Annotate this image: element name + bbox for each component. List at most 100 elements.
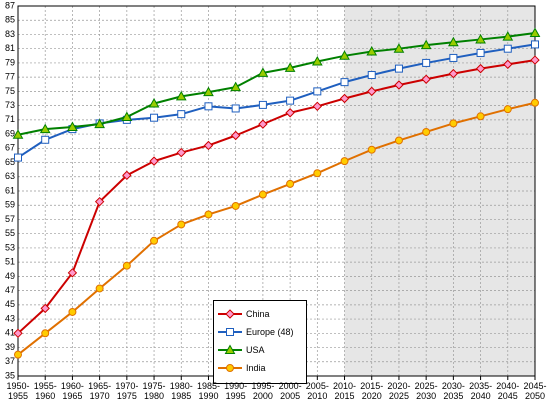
series bbox=[12, 27, 541, 139]
marker bbox=[224, 344, 236, 354]
marker bbox=[177, 110, 186, 119]
y-tick-label: 67 bbox=[5, 143, 15, 153]
y-tick-label: 65 bbox=[5, 157, 15, 167]
y-tick-label: 61 bbox=[5, 185, 15, 195]
marker bbox=[475, 63, 486, 74]
marker bbox=[529, 27, 541, 38]
marker bbox=[367, 86, 377, 97]
y-tick-label: 75 bbox=[5, 86, 15, 96]
y-tick-label: 45 bbox=[5, 299, 15, 309]
x-tick-label: 2005- 2010 bbox=[305, 381, 329, 401]
marker bbox=[449, 53, 458, 62]
marker bbox=[258, 100, 267, 109]
marker bbox=[231, 104, 240, 113]
legend-icon bbox=[218, 364, 242, 372]
marker bbox=[204, 102, 213, 111]
marker bbox=[475, 33, 486, 44]
y-tick-label: 57 bbox=[5, 214, 15, 224]
x-tick-label: 2045- 2050 bbox=[523, 381, 547, 401]
legend-icon bbox=[218, 309, 242, 319]
marker bbox=[67, 121, 78, 131]
y-tick-label: 87 bbox=[5, 0, 15, 10]
x-tick-label: 1990- 1995 bbox=[224, 381, 248, 401]
legend-item: China bbox=[218, 307, 270, 321]
x-tick-label: 1975- 1980 bbox=[142, 381, 166, 401]
marker bbox=[312, 101, 323, 112]
y-tick-label: 73 bbox=[5, 100, 15, 110]
marker bbox=[503, 105, 512, 114]
marker bbox=[150, 113, 159, 122]
marker bbox=[422, 127, 431, 136]
marker bbox=[502, 31, 514, 41]
marker bbox=[257, 67, 269, 77]
marker bbox=[149, 156, 159, 166]
marker bbox=[226, 364, 234, 372]
marker bbox=[286, 96, 295, 105]
marker bbox=[94, 118, 105, 129]
marker bbox=[285, 108, 295, 118]
marker bbox=[393, 43, 405, 53]
x-tick-label: 2010- 2015 bbox=[333, 381, 357, 401]
marker bbox=[448, 68, 459, 79]
x-tick-label: 1995- 2000 bbox=[251, 381, 275, 401]
legend-label: Europe (48) bbox=[246, 327, 294, 337]
legend-label: USA bbox=[246, 345, 265, 355]
y-tick-label: 85 bbox=[5, 15, 15, 25]
marker bbox=[258, 190, 267, 199]
y-tick-label: 41 bbox=[5, 328, 15, 338]
marker bbox=[449, 119, 458, 128]
marker bbox=[14, 153, 22, 162]
x-tick-label: 1985- 1990 bbox=[196, 381, 220, 401]
marker bbox=[122, 261, 131, 270]
marker bbox=[203, 86, 214, 97]
legend-item: India bbox=[218, 361, 266, 375]
series bbox=[13, 55, 540, 339]
marker bbox=[203, 140, 214, 151]
x-tick-label: 2040- 2045 bbox=[496, 381, 520, 401]
marker bbox=[231, 201, 240, 210]
marker bbox=[122, 170, 132, 181]
legend-item: Europe (48) bbox=[218, 325, 294, 339]
marker bbox=[41, 329, 50, 338]
marker bbox=[94, 196, 105, 207]
y-tick-label: 69 bbox=[5, 128, 15, 138]
x-tick-label: 1980- 1985 bbox=[169, 381, 193, 401]
marker bbox=[177, 220, 186, 229]
marker bbox=[421, 74, 431, 84]
y-tick-label: 43 bbox=[5, 313, 15, 323]
marker bbox=[68, 307, 77, 316]
y-tick-label: 63 bbox=[5, 171, 15, 181]
marker bbox=[394, 136, 403, 145]
marker bbox=[284, 62, 296, 72]
y-tick-label: 81 bbox=[5, 43, 15, 53]
marker bbox=[313, 87, 322, 96]
marker bbox=[226, 328, 234, 336]
x-tick-label: 1955- 1960 bbox=[33, 381, 57, 401]
legend-icon bbox=[218, 344, 242, 354]
marker bbox=[476, 112, 485, 121]
marker bbox=[394, 80, 404, 90]
marker bbox=[340, 157, 349, 166]
x-tick-label: 2020- 2025 bbox=[387, 381, 411, 401]
marker bbox=[313, 169, 322, 178]
marker bbox=[176, 147, 186, 158]
marker bbox=[150, 236, 159, 245]
marker bbox=[39, 123, 51, 134]
y-tick-label: 35 bbox=[5, 370, 15, 380]
marker bbox=[12, 129, 24, 139]
marker bbox=[367, 71, 376, 80]
y-tick-label: 49 bbox=[5, 271, 15, 281]
series-line bbox=[17, 101, 536, 356]
marker bbox=[286, 179, 295, 188]
series bbox=[14, 40, 539, 162]
marker bbox=[422, 58, 431, 67]
y-tick-label: 77 bbox=[5, 72, 15, 82]
legend-icon bbox=[218, 328, 242, 336]
y-tick-label: 37 bbox=[5, 356, 15, 366]
x-tick-label: 2000- 2005 bbox=[278, 381, 302, 401]
marker bbox=[121, 111, 133, 121]
x-tick-label: 2015- 2020 bbox=[360, 381, 384, 401]
marker bbox=[339, 50, 350, 60]
